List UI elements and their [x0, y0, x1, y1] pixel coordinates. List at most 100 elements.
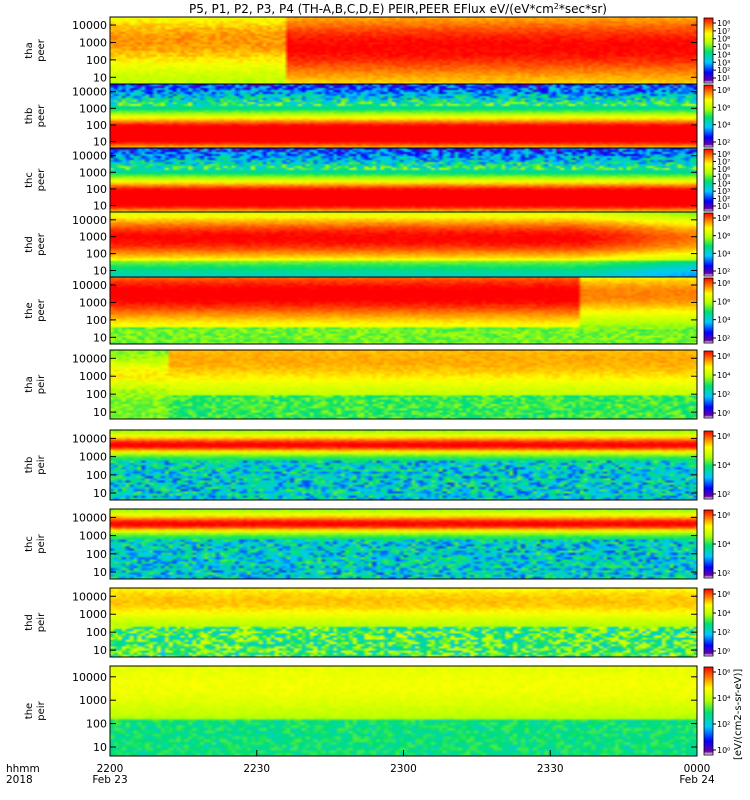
colorbar [703, 666, 714, 756]
panel-thb-peir: 10000 1000 100 10 thb peir 10⁶ 10⁴ 10² [24, 429, 730, 501]
colorbar-tick-label: 10⁶ [717, 590, 730, 599]
colorbar-tick-label: 10² [717, 490, 730, 499]
colorbar-tick-label: 10⁰ [717, 746, 730, 755]
colorbar-tick-label: 10² [717, 138, 730, 147]
y-tick-label: 10000 [72, 511, 107, 524]
colorbar-tick-label: 10⁶ [717, 103, 730, 112]
y-tick-label: 1000 [79, 166, 107, 179]
colorbar-tick-label: 10² [717, 628, 730, 637]
y-tick-label: 1000 [79, 231, 107, 244]
panel-species-label: peir [36, 533, 47, 553]
y-tick-label: 10000 [72, 352, 107, 365]
y-tick-label: 100 [86, 183, 107, 196]
colorbar-tick-label: 10⁴ [717, 609, 730, 618]
colorbar-tick-label: 10² [717, 390, 730, 399]
y-tick-label: 100 [86, 54, 107, 67]
spectrogram-image [110, 509, 697, 579]
colorbar-tick-label: 10⁵ [717, 172, 730, 181]
colorbar-tick-label: 10⁴ [717, 461, 730, 470]
y-tick-label: 10 [93, 487, 107, 500]
colorbar-tick-label: 10⁸ [717, 86, 730, 95]
y-tick-label: 10000 [72, 590, 107, 603]
y-tick-label: 100 [86, 469, 107, 482]
panel-probe-label: thb [24, 108, 35, 125]
panel-species-label: peer [36, 232, 47, 256]
colorbar-tick-label: 10⁶ [717, 432, 730, 441]
y-tick-label: 10000 [72, 19, 107, 32]
y-tick-label: 10000 [72, 214, 107, 227]
colorbar-tick-label: 10² [717, 66, 730, 75]
y-tick-label: 1000 [79, 296, 107, 309]
colorbar-tick-label: 10³ [717, 187, 730, 196]
colorbar-tick-label: 10¹ [717, 202, 730, 211]
panel-probe-label: thd [24, 236, 35, 253]
colorbar-tick-label: 10⁴ [717, 316, 730, 325]
colorbar [703, 148, 714, 212]
panel-species-label: peer [36, 38, 47, 62]
colorbar-tick-label: 10³ [717, 58, 730, 67]
x-tick-label: 0000 [684, 763, 711, 775]
colorbar-tick-label: 10² [717, 569, 730, 578]
colorbar-tick-label: 10⁴ [717, 180, 730, 189]
spectrogram-image [110, 666, 697, 756]
colorbar-tick-label: 10⁵ [717, 43, 730, 52]
spectrogram-image [110, 148, 697, 212]
x-tick-label: 2330 [537, 763, 564, 775]
panel-the-peer: 10000 1000 100 10 the peer 10⁸ 10⁶ 10⁴ 10² [24, 276, 730, 345]
spectrogram-image [110, 84, 697, 148]
y-tick-label: 10 [93, 566, 107, 579]
spectrogram-image [110, 588, 697, 657]
y-tick-label: 100 [86, 548, 107, 561]
panel-species-label: peir [36, 612, 47, 632]
colorbar-tick-label: 10⁸ [717, 19, 730, 28]
panel-probe-label: thd [24, 614, 35, 631]
panel-frame [109, 429, 698, 501]
panel-species-label: peir [36, 454, 47, 474]
colorbar-tick-label: 10⁴ [717, 50, 730, 59]
colorbar-tick-label: 10⁸ [717, 214, 730, 223]
panel-probe-label: tha [24, 42, 35, 58]
colorbar-tick-label: 10⁴ [717, 121, 730, 130]
y-tick-label: 10 [93, 406, 107, 419]
colorbar [703, 588, 714, 657]
panel-frame [109, 276, 698, 345]
colorbar-tick-label: 10⁶ [717, 668, 730, 677]
panel-probe-label: thb [24, 457, 35, 474]
y-tick-label: 10 [93, 71, 107, 84]
y-tick-label: 10000 [72, 279, 107, 292]
colorbar-tick-label: 10⁶ [717, 165, 730, 174]
panel-probe-label: the [24, 302, 35, 318]
colorbar-tick-label: 10⁸ [717, 279, 730, 288]
y-tick-label: 1000 [79, 102, 107, 115]
y-tick-label: 1000 [79, 530, 107, 543]
chart-title: P5, P1, P2, P3, P4 (TH-A,B,C,D,E) PEIR,P… [189, 2, 607, 16]
colorbar-tick-label: 10² [717, 720, 730, 729]
colorbar [703, 84, 714, 148]
y-tick-label: 100 [86, 314, 107, 327]
colorbar [703, 350, 714, 419]
colorbar-tick-label: 10² [717, 267, 730, 276]
colorbar [703, 509, 714, 579]
y-tick-label: 10 [93, 741, 107, 754]
panel-frame [109, 587, 698, 658]
colorbar-tick-label: 10⁴ [717, 371, 730, 380]
colorbar-tick-label: 10⁷ [717, 157, 730, 166]
spectrogram-image [110, 17, 697, 84]
y-tick-label: 100 [86, 388, 107, 401]
y-tick-label: 100 [86, 718, 107, 731]
panel-thd-peer: 10000 1000 100 10 thd peer 10⁸ 10⁶ 10⁴ 10² [24, 211, 730, 278]
y-tick-label: 1000 [79, 370, 107, 383]
colorbar-tick-label: 10⁰ [717, 647, 730, 656]
y-tick-label: 10 [93, 136, 107, 149]
panel-species-label: peer [36, 168, 47, 192]
y-tick-label: 1000 [79, 694, 107, 707]
spectrogram-image [110, 350, 697, 419]
y-tick-label: 100 [86, 119, 107, 132]
y-tick-label: 10000 [72, 671, 107, 684]
y-tick-label: 10000 [72, 150, 107, 163]
panel-thc-peir: 10000 1000 100 10 thc peir 10⁶ 10⁴ 10² [24, 508, 730, 580]
colorbar-label: [eV/(cm2-s-sr-eV)] [733, 669, 744, 760]
colorbar-tick-label: 10⁰ [717, 409, 730, 418]
spectrogram-image [110, 430, 697, 500]
